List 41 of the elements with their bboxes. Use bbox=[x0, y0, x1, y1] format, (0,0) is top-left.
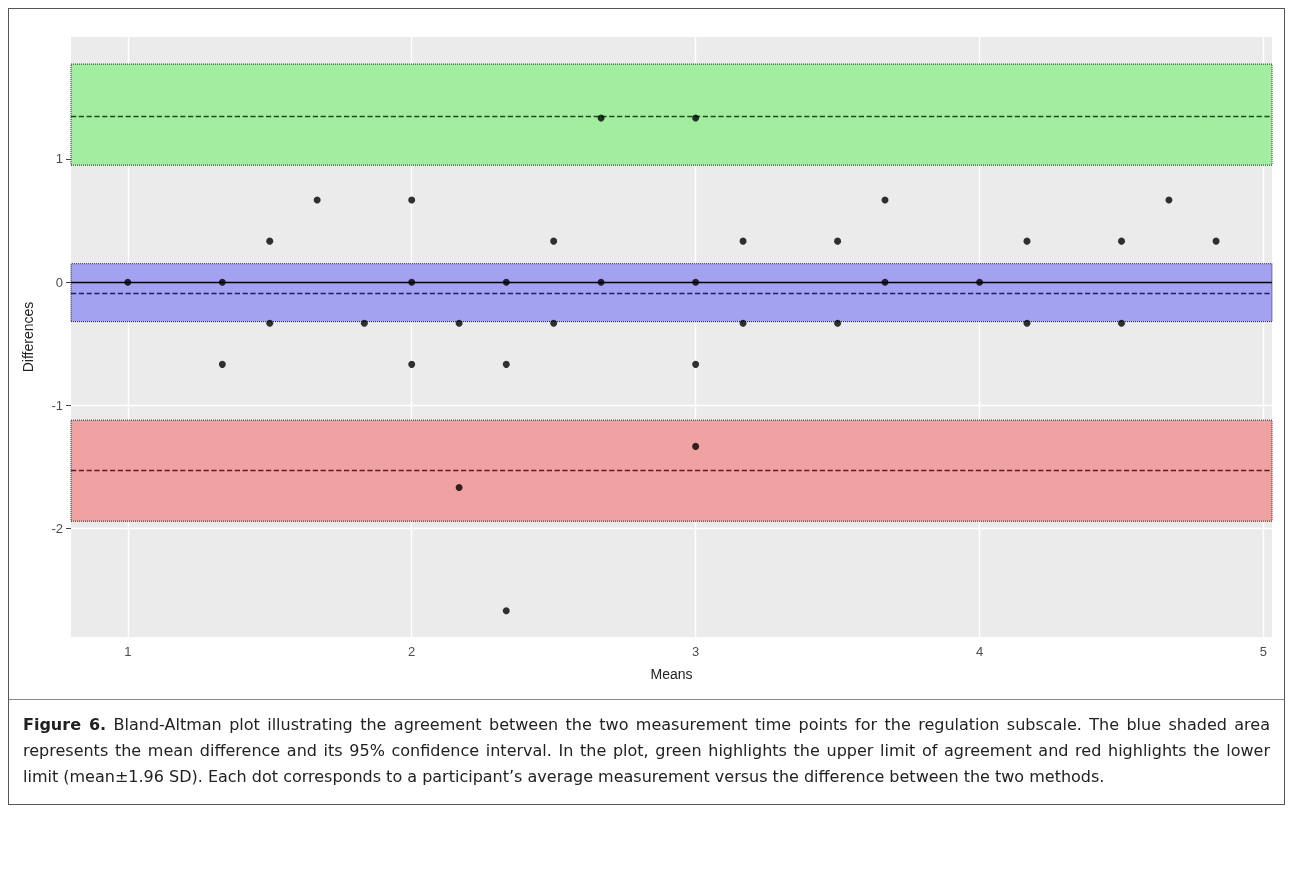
point bbox=[597, 278, 605, 286]
point bbox=[692, 278, 700, 286]
point bbox=[692, 442, 700, 450]
point bbox=[1118, 237, 1126, 245]
point bbox=[502, 278, 510, 286]
x-tick-label: 1 bbox=[124, 644, 132, 659]
point bbox=[408, 360, 416, 368]
point bbox=[218, 278, 226, 286]
point bbox=[408, 196, 416, 204]
point bbox=[408, 278, 416, 286]
y-tick-label: 0 bbox=[55, 274, 63, 290]
x-tick-label: 3 bbox=[692, 644, 700, 659]
point bbox=[1118, 319, 1126, 327]
y-axis-title: Differences bbox=[20, 301, 36, 373]
point bbox=[502, 607, 510, 615]
point bbox=[266, 237, 274, 245]
y-tick-label: 1 bbox=[55, 151, 63, 167]
point bbox=[834, 237, 842, 245]
point bbox=[218, 360, 226, 368]
point bbox=[1212, 237, 1220, 245]
point bbox=[266, 319, 274, 327]
x-tick-label: 5 bbox=[1259, 644, 1268, 659]
point bbox=[360, 319, 368, 327]
x-tick-label: 2 bbox=[408, 644, 416, 659]
point bbox=[692, 360, 700, 368]
x-tick-label: 4 bbox=[975, 644, 984, 659]
point bbox=[1023, 319, 1031, 327]
point bbox=[834, 319, 842, 327]
point bbox=[739, 319, 747, 327]
x-axis-title: Means bbox=[650, 666, 693, 682]
point bbox=[692, 114, 700, 122]
y-tick-label: -1 bbox=[51, 397, 63, 413]
caption: Figure 6. Bland-Altman plot illustrating the agreement between the two measurement time points for the regulation subscale. The blue shaded area represents the mean difference and its 95% confidence interval. In the plot, green highlights the upper limit of agreement and red highlights the lower limit (mean±1.96 SD). Each dot corresponds to a participant’s average measurement versus the difference between the two methods. bbox=[23, 714, 1270, 788]
point bbox=[550, 319, 558, 327]
point bbox=[550, 237, 558, 245]
point bbox=[455, 484, 463, 492]
point bbox=[976, 278, 984, 286]
y-tick-label: -2 bbox=[51, 521, 63, 537]
point bbox=[502, 360, 510, 368]
point bbox=[455, 319, 463, 327]
point bbox=[124, 278, 132, 286]
